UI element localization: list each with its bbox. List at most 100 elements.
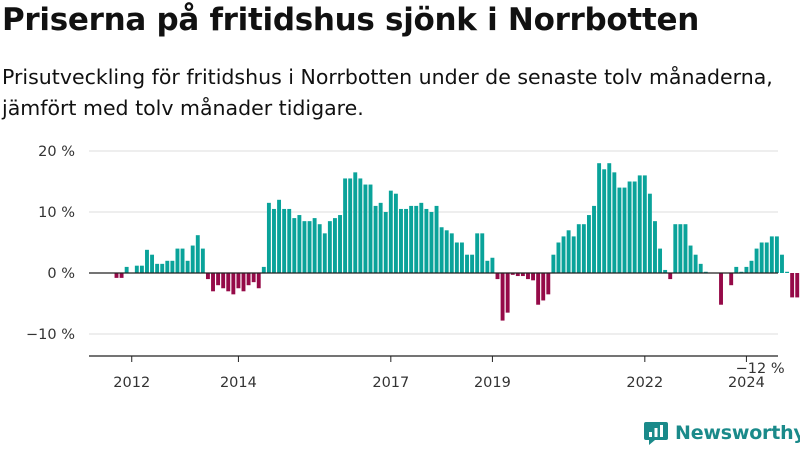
bar xyxy=(393,193,398,273)
bar xyxy=(307,221,312,273)
bar xyxy=(231,273,236,295)
bar xyxy=(739,271,744,273)
bar xyxy=(200,248,205,273)
bar xyxy=(653,221,657,273)
axes xyxy=(89,272,778,362)
bar xyxy=(348,178,353,273)
bar xyxy=(526,273,530,280)
bar xyxy=(119,273,124,278)
y-tick-label: 0 % xyxy=(47,266,75,282)
bar xyxy=(282,208,287,273)
bar xyxy=(622,187,627,273)
bar xyxy=(327,221,332,273)
bar xyxy=(297,215,302,273)
bar xyxy=(764,242,769,273)
bar xyxy=(581,224,586,273)
bar xyxy=(160,263,165,273)
bar xyxy=(485,260,490,273)
bar xyxy=(124,266,129,273)
bar xyxy=(647,193,652,273)
bar xyxy=(114,273,119,278)
bar xyxy=(729,273,734,286)
x-tick-label: 2024 xyxy=(728,375,765,391)
bar xyxy=(165,260,170,273)
bar xyxy=(566,230,571,273)
bar xyxy=(180,248,185,273)
bar xyxy=(302,221,307,273)
bar xyxy=(424,208,429,273)
bar xyxy=(236,273,241,289)
bar xyxy=(734,266,739,273)
bar xyxy=(266,202,271,273)
bar xyxy=(612,172,617,273)
bar xyxy=(211,273,215,292)
bar xyxy=(292,218,297,273)
bar xyxy=(155,263,160,273)
bar xyxy=(434,205,439,273)
bar xyxy=(414,205,419,273)
bar xyxy=(546,273,551,295)
x-tick-label: 2019 xyxy=(474,375,511,391)
bar xyxy=(251,273,256,283)
bar xyxy=(338,215,342,273)
bar xyxy=(592,205,596,273)
bar xyxy=(678,224,683,273)
annotation-label: −12 % xyxy=(736,361,785,377)
bar xyxy=(444,230,449,273)
bar xyxy=(495,273,500,280)
bar xyxy=(510,273,515,275)
bar xyxy=(216,273,221,286)
brand-logo: Newsworthy xyxy=(643,420,800,446)
y-tick-label: 10 % xyxy=(38,205,75,221)
bar xyxy=(256,273,261,289)
bar xyxy=(683,224,688,273)
bar xyxy=(698,263,703,273)
bar xyxy=(261,266,266,273)
bar xyxy=(353,172,358,273)
bar xyxy=(602,169,607,273)
bar xyxy=(409,205,414,273)
bars xyxy=(114,163,800,321)
bar xyxy=(368,184,373,273)
bar xyxy=(658,248,663,273)
bar xyxy=(343,178,348,273)
bar xyxy=(637,175,642,273)
bar xyxy=(586,215,591,273)
bar xyxy=(703,271,708,273)
bar xyxy=(459,242,464,273)
x-tick-label: 2014 xyxy=(220,375,257,391)
x-tick-label: 2012 xyxy=(113,375,150,391)
newsworthy-logo-icon xyxy=(644,422,668,445)
bar xyxy=(632,181,637,273)
bar xyxy=(134,265,139,273)
bar xyxy=(607,163,612,273)
bar xyxy=(759,242,764,273)
bar xyxy=(465,254,469,273)
bar xyxy=(515,273,520,277)
bar xyxy=(551,254,556,273)
bar xyxy=(419,202,424,273)
bar xyxy=(561,236,566,273)
bar xyxy=(322,233,327,273)
bar xyxy=(226,273,231,292)
bar xyxy=(470,254,475,273)
bar xyxy=(246,273,251,286)
bar xyxy=(571,236,576,273)
bar xyxy=(795,273,800,298)
bar xyxy=(190,245,195,273)
bar xyxy=(597,163,602,273)
bar xyxy=(490,257,495,273)
bar xyxy=(536,273,541,305)
bar xyxy=(556,242,561,273)
x-tick-label: 2017 xyxy=(372,375,409,391)
bar xyxy=(429,212,434,273)
bar xyxy=(332,218,337,273)
bar xyxy=(195,235,200,273)
bar xyxy=(505,273,510,313)
bar xyxy=(500,273,505,321)
bar xyxy=(749,260,754,273)
bar xyxy=(693,254,698,273)
x-tick-label: 2022 xyxy=(626,375,663,391)
bar xyxy=(642,175,647,273)
